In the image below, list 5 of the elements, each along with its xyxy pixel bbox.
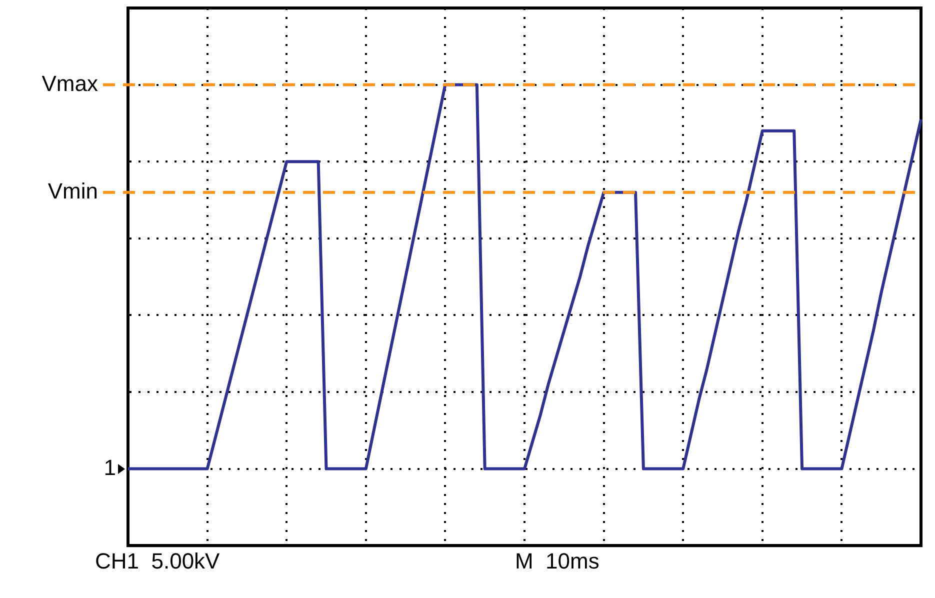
text: CH1 5.00kV	[95, 548, 220, 574]
text: 1	[104, 454, 116, 480]
ref-line-label: Vmin	[48, 178, 98, 204]
ref-line-label: Vmax	[42, 70, 98, 96]
text: M 10ms	[515, 548, 600, 574]
